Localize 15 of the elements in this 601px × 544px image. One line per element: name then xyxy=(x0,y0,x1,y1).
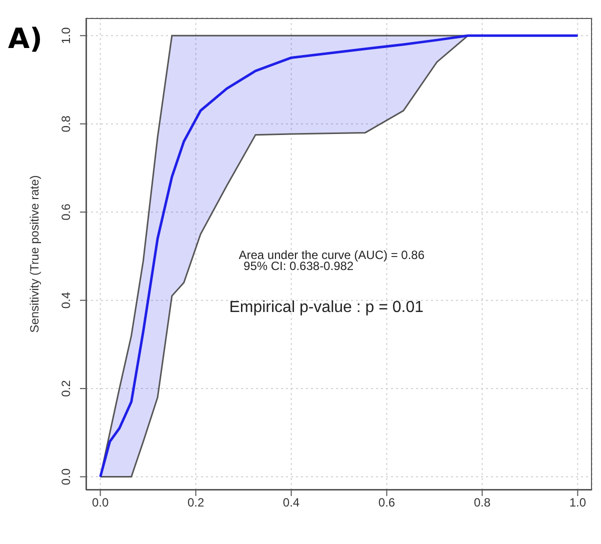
x-tick-label: 0.4 xyxy=(282,496,300,510)
x-tick-label: 0.2 xyxy=(187,496,204,510)
chart-title: A) xyxy=(8,22,42,55)
x-tick-label: 0.8 xyxy=(474,496,491,510)
y-tick-label: 0.8 xyxy=(59,115,73,132)
x-tick-label: 0.0 xyxy=(92,496,109,510)
x-tick-label: 1.0 xyxy=(569,496,586,510)
y-tick-label: 0.4 xyxy=(59,292,73,309)
x-tick-label: 0.6 xyxy=(378,496,396,510)
y-tick-label: 0.2 xyxy=(59,380,73,397)
y-tick-label: 0.0 xyxy=(59,468,73,486)
y-axis-title: Sensitivity (True positive rate) xyxy=(27,175,42,333)
y-tick-label: 1.0 xyxy=(59,26,73,44)
y-tick-label: 0.6 xyxy=(59,203,73,220)
annotation: Empirical p-value : p = 0.01 xyxy=(229,299,424,318)
